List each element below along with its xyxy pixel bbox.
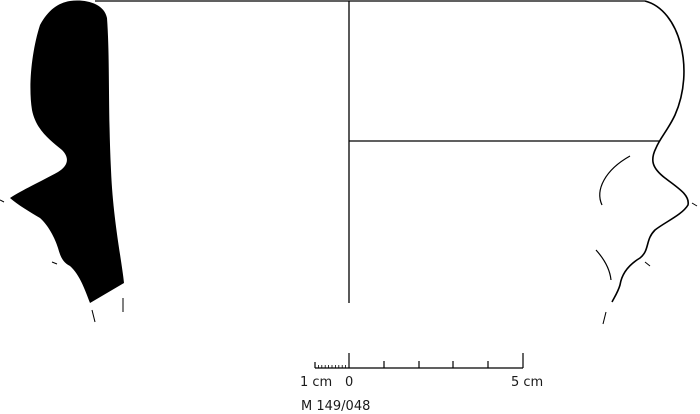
scale-bar [314,353,524,369]
break-mark [51,261,58,265]
vessel-interior-arc [599,155,631,206]
catalog-number: M 149/048 [301,399,370,414]
break-mark [0,199,5,203]
vessel-exterior-outline [611,0,689,303]
break-mark [691,202,698,207]
scale-label-1cm: 1 cm [300,375,332,390]
scale-label-zero: 0 [345,375,353,390]
break-mark [644,261,651,267]
break-mark [91,309,96,323]
break-mark [602,311,607,325]
vessel-section-fill [10,0,124,303]
scale-label-5cm: 5 cm [511,375,543,390]
vessel-interior-arc-lower [595,249,612,281]
